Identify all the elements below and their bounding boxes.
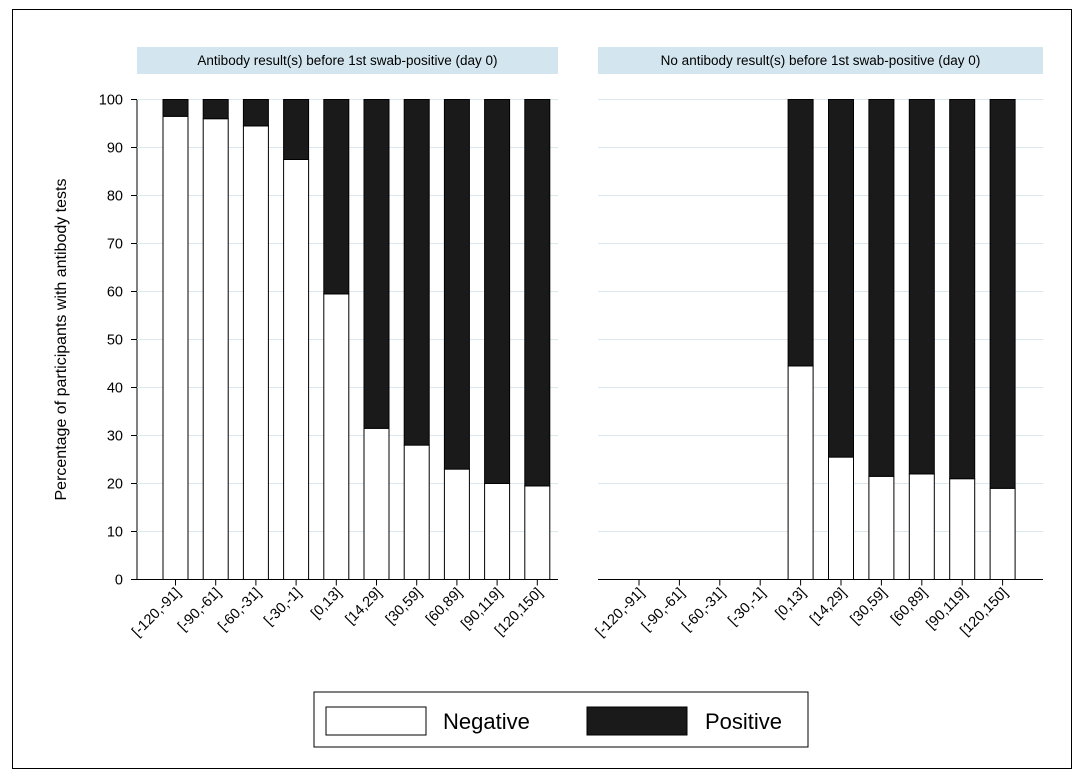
bar-positive bbox=[202, 99, 229, 120]
x-tick-label: [-30,-1] bbox=[261, 585, 305, 629]
x-tick-label: [14,29] bbox=[807, 585, 850, 628]
x-tick-label: [30,59] bbox=[383, 585, 426, 628]
bar-positive bbox=[787, 99, 814, 367]
legend-label-negative: Negative bbox=[443, 709, 530, 734]
bar-negative bbox=[162, 115, 189, 581]
x-tick-label: [30,59] bbox=[848, 585, 891, 628]
bar-positive bbox=[403, 99, 430, 446]
y-tick-label: 50 bbox=[107, 333, 123, 349]
y-tick-label: 20 bbox=[107, 477, 123, 493]
panel-title: Antibody result(s) before 1st swab-posit… bbox=[197, 53, 497, 68]
y-tick-label: 70 bbox=[107, 237, 123, 253]
y-tick-label: 0 bbox=[115, 573, 123, 589]
bar-positive bbox=[363, 99, 390, 429]
bar-negative bbox=[202, 118, 229, 580]
bar-negative bbox=[828, 456, 854, 581]
bar-positive bbox=[162, 99, 189, 117]
x-tick-label: [-60,-31] bbox=[215, 585, 264, 634]
y-tick-label: 90 bbox=[107, 141, 123, 157]
bar-positive bbox=[868, 99, 895, 477]
bar-positive bbox=[989, 99, 1016, 489]
bar-negative bbox=[787, 365, 814, 580]
bar-negative bbox=[363, 427, 390, 580]
x-tick-label: [-30,-1] bbox=[725, 585, 769, 629]
panel-1: Antibody result(s) before 1st swab-posit… bbox=[129, 47, 558, 640]
y-tick-label: 40 bbox=[107, 381, 123, 397]
panel-title: No antibody result(s) before 1st swab-po… bbox=[661, 53, 981, 68]
x-tick-label: [-60,-31] bbox=[679, 585, 728, 634]
bar-positive bbox=[908, 99, 935, 475]
bar-negative bbox=[989, 487, 1016, 580]
x-tick-label: [-120,-91] bbox=[129, 585, 184, 640]
y-tick-label: 30 bbox=[107, 429, 123, 445]
legend-label-positive: Positive bbox=[705, 709, 782, 734]
bar-negative bbox=[443, 468, 470, 581]
y-tick-label: 10 bbox=[107, 525, 123, 541]
panel-2: No antibody result(s) before 1st swab-po… bbox=[593, 47, 1043, 640]
y-axis-label: Percentage of participants with antibody… bbox=[53, 179, 70, 501]
panel-header bbox=[598, 47, 1043, 74]
bar-negative bbox=[908, 473, 935, 580]
bar-negative bbox=[323, 293, 350, 580]
bar-positive bbox=[242, 99, 269, 127]
x-tick-label: [0,13] bbox=[308, 585, 345, 622]
bar-negative bbox=[242, 125, 269, 581]
bar-positive bbox=[283, 99, 310, 160]
y-tick-label: 60 bbox=[107, 285, 123, 301]
bar-positive bbox=[323, 99, 350, 295]
x-tick-label: [14,29] bbox=[343, 585, 386, 628]
x-tick-label: [-120,-91] bbox=[593, 585, 648, 640]
panel-header bbox=[137, 47, 558, 74]
x-tick-label: [-90,-61] bbox=[639, 585, 688, 634]
bar-negative bbox=[283, 159, 310, 580]
bar-negative bbox=[524, 485, 551, 580]
bar-positive bbox=[443, 99, 470, 470]
bar-positive bbox=[828, 99, 854, 458]
x-tick-label: [0,13] bbox=[772, 585, 809, 622]
y-tick-label: 80 bbox=[107, 189, 123, 205]
bar-positive bbox=[524, 99, 551, 487]
bar-positive bbox=[949, 99, 976, 480]
bar-negative bbox=[949, 478, 976, 581]
bar-negative bbox=[403, 444, 430, 580]
legend: Negative Positive bbox=[313, 691, 809, 748]
legend-swatch-positive bbox=[586, 706, 688, 736]
y-tick-label: 100 bbox=[99, 93, 123, 109]
bar-negative bbox=[868, 475, 895, 580]
bar-negative bbox=[484, 483, 511, 580]
legend-swatch-negative bbox=[325, 706, 427, 736]
x-tick-label: [-90,-61] bbox=[175, 585, 224, 634]
bar-positive bbox=[484, 99, 511, 484]
